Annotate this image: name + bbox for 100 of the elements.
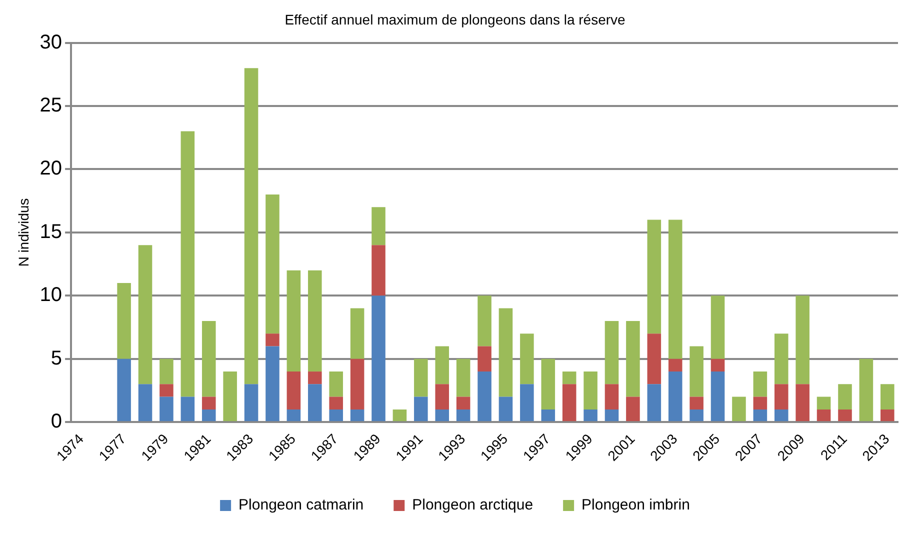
bar	[626, 320, 640, 397]
bar	[668, 372, 682, 422]
bar	[668, 358, 682, 372]
bar	[180, 131, 195, 397]
bar	[478, 296, 492, 346]
y-tick-label: 5	[50, 347, 62, 370]
bar	[308, 270, 322, 372]
bar	[478, 346, 492, 372]
bar	[202, 396, 216, 410]
bar	[753, 372, 768, 397]
bar	[732, 396, 746, 422]
bar	[859, 358, 874, 422]
y-axis-title: N individus	[15, 198, 32, 267]
bar	[478, 372, 492, 422]
bar	[117, 358, 131, 422]
bar	[604, 409, 619, 422]
bar	[160, 384, 174, 397]
bar	[244, 384, 258, 422]
bar	[604, 320, 619, 384]
bar	[668, 220, 682, 359]
bar	[286, 270, 301, 372]
bar	[816, 409, 831, 422]
bar	[160, 396, 174, 422]
bar	[202, 320, 216, 397]
bar	[647, 220, 662, 334]
bar	[541, 409, 556, 422]
bar	[753, 409, 768, 422]
bar	[180, 396, 195, 422]
bar	[647, 334, 662, 384]
bar	[350, 308, 364, 359]
y-tick-label: 25	[40, 94, 62, 117]
bar	[350, 409, 364, 422]
bar	[350, 358, 364, 410]
bar	[520, 384, 534, 422]
bar	[286, 409, 301, 422]
bar	[223, 372, 237, 422]
bar	[774, 334, 788, 384]
bar	[456, 358, 470, 397]
bar	[880, 384, 894, 410]
y-tick-label: 15	[40, 220, 62, 243]
bar	[816, 396, 831, 410]
bar	[160, 358, 174, 384]
y-tick-label: 0	[50, 410, 62, 433]
legend-label: Plongeon arctique	[412, 496, 534, 514]
bar	[796, 296, 810, 384]
bar	[286, 372, 301, 410]
bar	[880, 409, 894, 422]
legend-label: Plongeon catmarin	[238, 496, 364, 514]
bar	[372, 296, 386, 422]
bar	[520, 334, 534, 384]
bar	[435, 409, 450, 422]
bar	[244, 68, 258, 384]
bar	[414, 396, 428, 422]
bar	[690, 409, 704, 422]
bar	[266, 194, 280, 334]
bar	[372, 207, 386, 246]
bar	[329, 372, 343, 397]
chart-title: Effectif annuel maximum de plongeons dans la réserve	[284, 11, 626, 28]
bar	[584, 409, 598, 422]
bar	[626, 396, 640, 422]
bar	[647, 384, 662, 422]
bar	[266, 334, 280, 346]
bar	[117, 283, 131, 359]
y-tick-label: 10	[40, 284, 62, 306]
bar	[774, 409, 788, 422]
y-tick-label: 20	[40, 158, 62, 180]
legend-label: Plongeon imbrin	[582, 496, 690, 514]
bar	[710, 372, 725, 422]
bar	[138, 245, 152, 384]
bar	[710, 296, 725, 359]
bar	[138, 384, 152, 422]
bar	[266, 346, 280, 422]
bar	[308, 384, 322, 422]
bar	[202, 409, 216, 422]
bar	[372, 245, 386, 296]
bar	[456, 409, 470, 422]
bar	[392, 409, 407, 422]
bar	[456, 396, 470, 410]
bar	[604, 384, 619, 410]
bar	[435, 346, 450, 384]
bar	[414, 358, 428, 397]
bar	[329, 396, 343, 410]
bar	[584, 372, 598, 410]
bar	[838, 409, 852, 422]
bar	[690, 346, 704, 397]
bar	[435, 384, 450, 410]
y-tick-label: 30	[40, 31, 62, 54]
bar	[562, 384, 576, 422]
bar	[308, 372, 322, 384]
bar	[541, 358, 556, 410]
bar	[329, 409, 343, 422]
bar	[796, 384, 810, 422]
bar	[710, 358, 725, 372]
bar	[562, 372, 576, 384]
bar	[838, 384, 852, 410]
bar	[774, 384, 788, 410]
bar	[690, 396, 704, 410]
bar	[753, 396, 768, 410]
bar	[498, 308, 513, 397]
bar	[498, 396, 513, 422]
